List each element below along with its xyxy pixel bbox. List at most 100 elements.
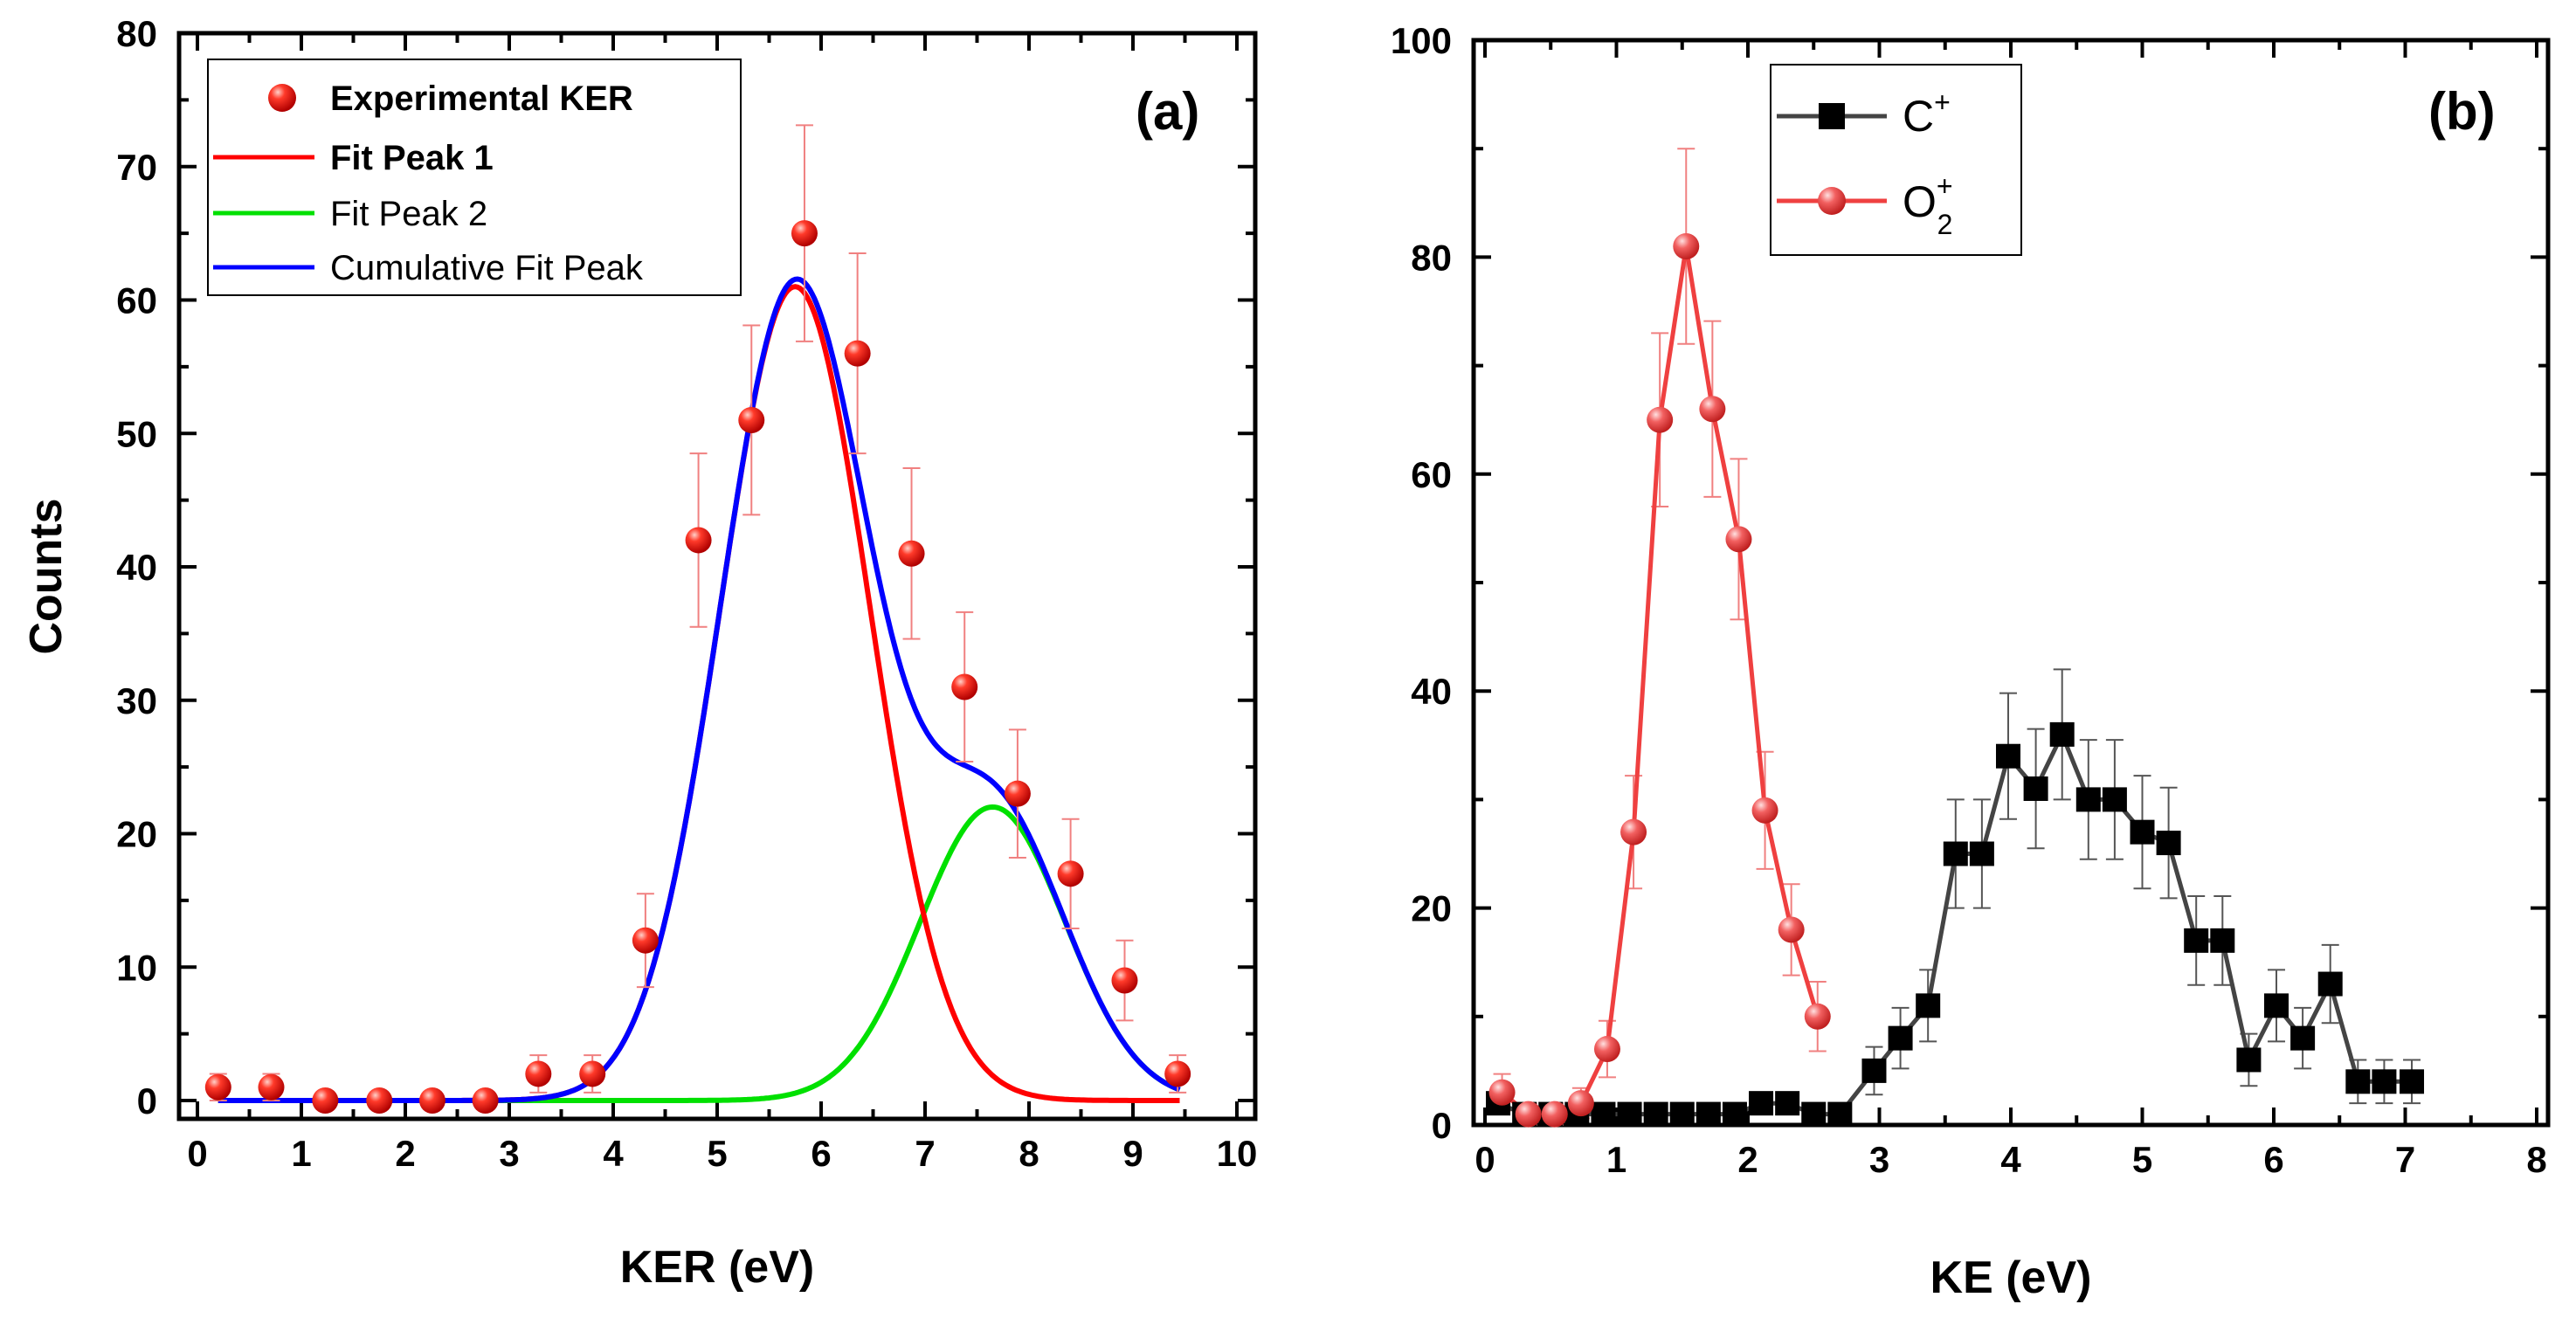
data-point-c-plus	[1617, 1101, 1642, 1127]
x-tick-label: 0	[187, 1133, 207, 1174]
data-point-c-plus	[1775, 1091, 1800, 1116]
data-point-o2-plus	[1620, 818, 1647, 845]
data-point-o2-plus	[1673, 232, 1700, 259]
data-point-o2-plus	[1488, 1079, 1516, 1106]
panel-a-legend-box	[207, 59, 742, 296]
data-point-c-plus	[2156, 831, 2181, 856]
data-point	[312, 1087, 339, 1114]
data-point-c-plus	[1591, 1101, 1616, 1127]
legend-marker-experimental	[268, 84, 296, 112]
legend-o2-sub: 2	[1937, 209, 1953, 240]
panel-a-ticks	[179, 31, 1255, 1119]
data-point-o2-plus	[1593, 1036, 1620, 1063]
data-point-o2-plus	[1567, 1090, 1594, 1117]
data-point-c-plus	[2345, 1069, 2371, 1094]
data-point	[472, 1087, 499, 1114]
panel-a-tick-labels: 0 1 2 3 4 5 6 7 8 9 10 0 10 20 30 40 50 60 70 80	[116, 13, 1257, 1174]
data-point	[1057, 860, 1084, 887]
x-tick-label: 2	[1737, 1139, 1758, 1180]
x-tick-label: 4	[2000, 1139, 2021, 1180]
data-point-c-plus	[2049, 721, 2075, 747]
data-point-c-plus	[1888, 1025, 1913, 1051]
data-point	[366, 1087, 393, 1114]
y-tick-label: 100	[1391, 20, 1452, 61]
data-point-c-plus	[2264, 993, 2289, 1018]
legend-label-o2: O+ 2	[1903, 170, 1953, 240]
data-point-c-plus	[2184, 928, 2209, 953]
data-point-c-plus	[1943, 841, 1968, 866]
data-point-c-plus	[2210, 928, 2235, 953]
data-point-c-plus	[2130, 819, 2155, 845]
data-point-c-plus	[2023, 776, 2048, 801]
legend-label-cumulative: Cumulative Fit Peak	[330, 249, 644, 287]
legend-marker-c	[1819, 103, 1845, 129]
data-point-c-plus	[2372, 1069, 2397, 1094]
legend-o2-sup: +	[1937, 170, 1953, 202]
data-point-o2-plus	[1541, 1101, 1568, 1128]
data-point-c-plus	[1995, 743, 2020, 769]
legend-o2-base: O	[1903, 177, 1937, 226]
data-point-c-plus	[2400, 1069, 2425, 1094]
panel-b-error-bars	[1493, 148, 2421, 1126]
panel-a-data-points	[204, 220, 1191, 1114]
y-tick-label: 30	[116, 680, 157, 721]
y-tick-label: 10	[116, 947, 157, 988]
x-tick-label: 10	[1217, 1133, 1258, 1174]
y-tick-label: 50	[116, 413, 157, 454]
y-tick-label: 20	[1411, 888, 1452, 929]
data-point	[418, 1087, 445, 1114]
panel-a: 0 1 2 3 4 5 6 7 8 9 10 0 10 20 30 40 50 60 70 80 (a) KER (e…	[21, 13, 1258, 1293]
x-tick-label: 1	[291, 1133, 311, 1174]
x-tick-label: 5	[707, 1133, 727, 1174]
data-point-o2-plus	[1515, 1101, 1542, 1128]
data-point-c-plus	[2102, 787, 2127, 812]
data-point-c-plus	[2317, 971, 2343, 997]
x-tick-label: 0	[1474, 1139, 1495, 1180]
y-tick-label: 0	[137, 1080, 157, 1121]
legend-label-fit2: Fit Peak 2	[330, 195, 487, 233]
panel-b-data-points	[1486, 232, 2425, 1128]
panel-a-ylabel: Counts	[21, 498, 72, 654]
x-tick-label: 6	[811, 1133, 831, 1174]
data-point-o2-plus	[1725, 526, 1752, 553]
cumulative-fit-curve	[218, 276, 1181, 1103]
data-point	[525, 1060, 552, 1087]
data-point	[1111, 967, 1138, 994]
data-point	[685, 527, 712, 554]
y-tick-label: 80	[1411, 237, 1452, 278]
legend-c-base: C	[1903, 92, 1934, 141]
data-point	[632, 927, 659, 954]
data-point-c-plus	[2236, 1047, 2262, 1073]
panel-b-xlabel: KE (eV)	[1930, 1252, 2092, 1303]
panel-a-fit-curves	[218, 276, 1181, 1103]
panel-b-series-lines	[1497, 245, 2412, 1117]
x-tick-label: 3	[1869, 1139, 1889, 1180]
data-point-c-plus	[1749, 1091, 1774, 1116]
legend-label-c: C+	[1903, 86, 1951, 141]
data-point	[738, 406, 765, 433]
data-point	[951, 673, 978, 700]
data-point-c-plus	[2290, 1025, 2316, 1051]
x-tick-label: 5	[2132, 1139, 2152, 1180]
panel-a-legend: Experimental KER Fit Peak 1 Fit Peak 2 C…	[207, 59, 742, 296]
panel-b-legend-box	[1770, 64, 2022, 256]
y-tick-label: 40	[116, 547, 157, 588]
data-point-c-plus	[1861, 1058, 1887, 1083]
data-point	[898, 540, 925, 567]
data-point-c-plus	[1669, 1101, 1695, 1127]
data-point-o2-plus	[1699, 396, 1726, 423]
data-point-o2-plus	[1778, 916, 1805, 943]
x-tick-label: 4	[603, 1133, 624, 1174]
data-point-c-plus	[2075, 787, 2101, 812]
y-tick-label: 40	[1411, 671, 1452, 712]
x-tick-label: 6	[2263, 1139, 2283, 1180]
x-tick-label: 1	[1606, 1139, 1626, 1180]
legend-c-sup: +	[1934, 86, 1951, 118]
legend-marker-o2	[1818, 187, 1846, 215]
data-point	[204, 1073, 231, 1101]
data-point	[579, 1060, 606, 1087]
data-point-o2-plus	[1751, 797, 1778, 824]
data-point-c-plus	[1643, 1101, 1668, 1127]
y-tick-label: 70	[116, 147, 157, 188]
